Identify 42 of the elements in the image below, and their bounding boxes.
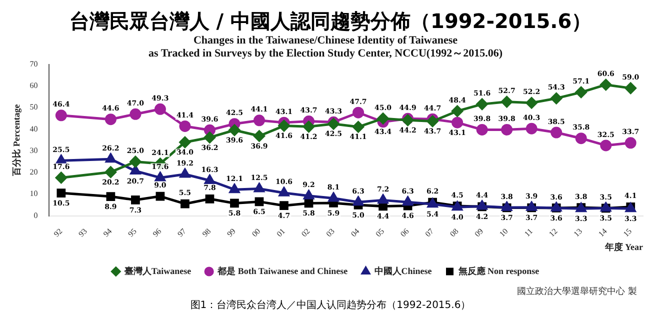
x-tick-label: 03 [324,226,336,239]
chart-subtitle: Changes in the Taiwanese/Chinese Identity of Taiwanese as Tracked in Surveys by the Election Study Center, NCCU(1992～2015.06) [148,34,503,60]
x-axis-title: 年度 Year [604,242,643,252]
x-tick-label: 07 [423,226,436,239]
x-tick-label: 92 [52,226,64,239]
legend-label: 中國人Chinese [374,266,432,276]
caption: 图1：台湾民众台湾人／中国人认同趋势分布（1992-2015.6） [189,298,472,313]
y-tick-label: 40 [30,124,38,134]
x-tick-label: 05 [374,226,386,239]
x-tick-label: 14 [596,226,609,239]
x-tick-label: 09 [472,226,485,239]
x-tick-label: 11 [522,226,534,238]
x-tick-label: 01 [274,226,287,239]
legend-label: 都是 Both Taiwanese and Chinese [216,266,348,276]
x-tick-label: 94 [102,226,114,239]
y-tick-label: 30 [30,146,38,155]
y-tick-label: 70 [30,59,38,68]
x-tick-label: 04 [349,226,362,239]
x-tick-label: 93 [76,226,89,239]
x-tick-label: 97 [176,226,188,239]
y-tick-label: 60 [30,81,38,90]
y-tick-label: 10 [30,189,38,198]
y-tick-label: 0 [34,210,38,220]
chart-title: 台灣民眾台灣人 / 中國人認同趨勢分佈（1992-2015.6） [68,8,593,34]
y-axis-title: 百分比 Percentage [12,104,22,177]
x-tick-label: 12 [547,226,560,239]
x-tick-label: 08 [448,226,460,239]
x-tick-label: 15 [621,226,634,239]
y-tick-label: 20 [30,168,38,177]
x-tick-label: 10 [498,226,510,239]
legend-label: 無反應 Non response [457,266,540,276]
y-tick-label: 50 [30,102,38,112]
x-tick-label: 02 [300,226,312,239]
x-tick-label: 96 [151,226,164,239]
x-tick-label: 13 [572,226,584,239]
text: 國立政治大學選舉研究中心 製 [516,286,638,298]
x-tick-label: 00 [250,226,262,239]
x-tick-label: 06 [398,226,411,239]
x-tick-label: 98 [200,226,213,239]
x-tick-label: 95 [126,226,138,239]
legend-label: 臺灣人Taiwanese [124,266,192,276]
x-tick-label: 99 [225,226,238,239]
